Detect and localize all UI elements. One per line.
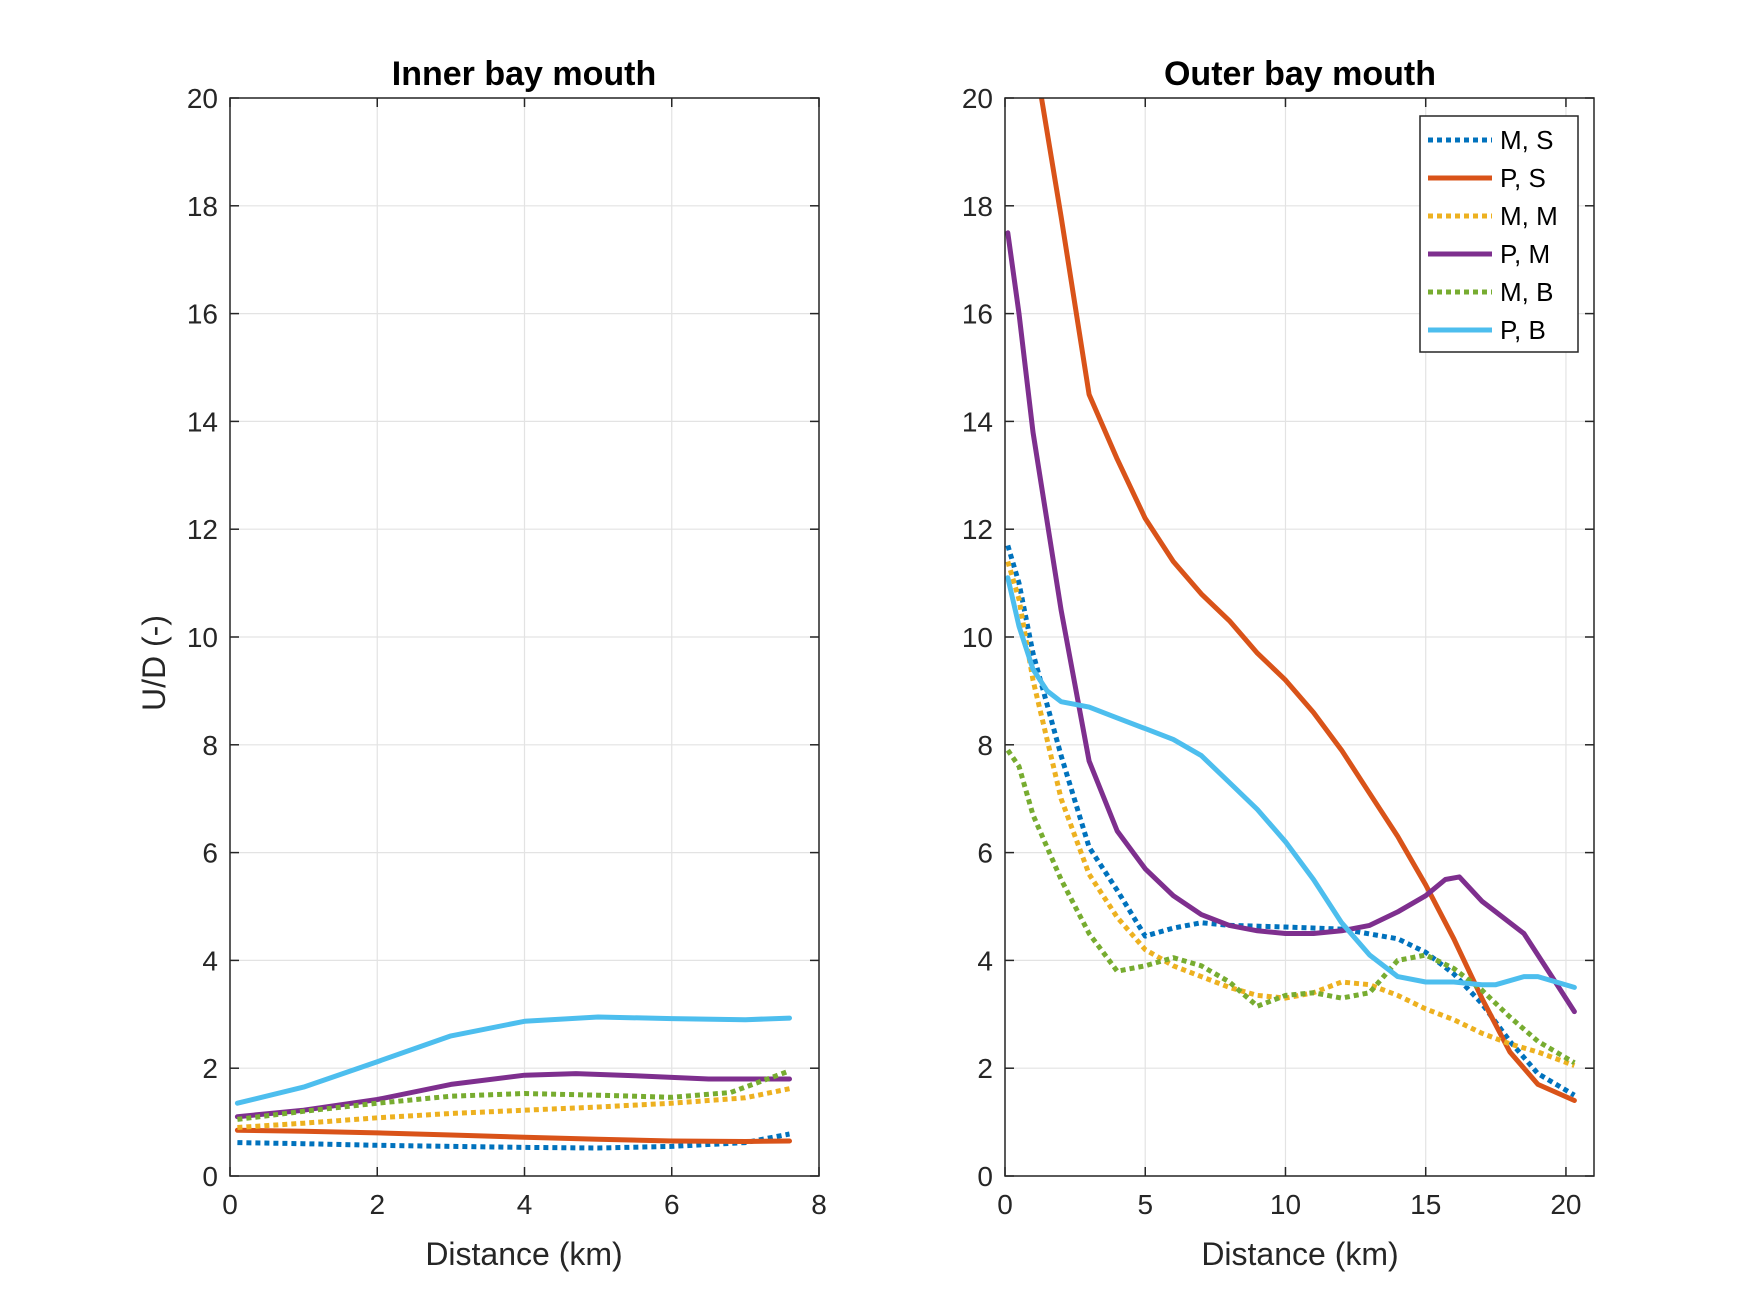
y-tick-label: 6 bbox=[977, 838, 993, 869]
x-tick-label: 4 bbox=[517, 1189, 533, 1220]
legend-label: M, B bbox=[1500, 277, 1553, 307]
plot-area: 0 2 4 6 8 0 2 4 6 8 10 12 14 16 18 20 bbox=[187, 83, 827, 1220]
y-tick-label: 8 bbox=[202, 730, 218, 761]
y-tick-label: 4 bbox=[202, 945, 218, 976]
legend-label: P, B bbox=[1500, 315, 1546, 345]
series-line-m-s bbox=[237, 1131, 790, 1151]
x-axis-label: Distance (km) bbox=[1201, 1236, 1398, 1272]
series-line-p-s bbox=[1039, 98, 1577, 1103]
x-axis-label: Distance (km) bbox=[425, 1236, 622, 1272]
y-tick-label: 10 bbox=[962, 622, 993, 653]
legend-label: M, S bbox=[1500, 125, 1553, 155]
series-line-p-b bbox=[234, 1014, 792, 1106]
series-line-p-b bbox=[1005, 575, 1577, 990]
y-axis-label: U/D (-) bbox=[136, 615, 172, 711]
x-tick-label: 0 bbox=[997, 1189, 1013, 1220]
legend-box bbox=[1419, 115, 1579, 353]
chart-title: Outer bay mouth bbox=[1164, 55, 1436, 93]
y-tick-label: 16 bbox=[962, 299, 993, 330]
y-tick-label: 8 bbox=[977, 730, 993, 761]
y-tick-label: 20 bbox=[187, 83, 218, 114]
series-group bbox=[234, 1014, 792, 1151]
legend-label: P, M bbox=[1500, 239, 1550, 269]
y-tick-label: 2 bbox=[977, 1053, 993, 1084]
chart-outer-bay-mouth: Outer bay mouth 0 5 10 15 20 0 2 4 6 8 10 12 14 16 18 2… bbox=[962, 55, 1595, 1272]
y-tick-label: 14 bbox=[187, 406, 218, 437]
series-line-m-b bbox=[1005, 748, 1576, 1065]
y-tick-label: 12 bbox=[962, 514, 993, 545]
y-tick-label: 16 bbox=[187, 299, 218, 330]
series-line-p-m bbox=[1005, 230, 1577, 1015]
x-tick-label: 5 bbox=[1137, 1189, 1153, 1220]
x-tick-label: 20 bbox=[1550, 1189, 1581, 1220]
y-tick-label: 10 bbox=[187, 622, 218, 653]
y-tick-label: 0 bbox=[202, 1161, 218, 1192]
x-tick-label: 8 bbox=[811, 1189, 827, 1220]
series-line-m-s bbox=[1005, 544, 1576, 1098]
y-tick-label: 12 bbox=[187, 514, 218, 545]
y-tick-label: 0 bbox=[977, 1161, 993, 1192]
x-tick-label: 0 bbox=[222, 1189, 238, 1220]
chart-title: Inner bay mouth bbox=[392, 55, 656, 93]
y-tick-label: 2 bbox=[202, 1053, 218, 1084]
legend-label: P, S bbox=[1500, 163, 1546, 193]
x-tick-label: 15 bbox=[1410, 1189, 1441, 1220]
x-tick-label: 10 bbox=[1270, 1189, 1301, 1220]
series-line-m-m bbox=[237, 1086, 791, 1130]
series-group bbox=[1005, 98, 1577, 1103]
legend-label: M, M bbox=[1500, 201, 1558, 231]
series-line-m-m bbox=[1005, 560, 1576, 1068]
series-line-p-s bbox=[234, 1127, 792, 1144]
y-tick-label: 18 bbox=[962, 191, 993, 222]
y-tick-label: 14 bbox=[962, 406, 993, 437]
x-tick-label: 2 bbox=[369, 1189, 385, 1220]
y-tick-label: 20 bbox=[962, 83, 993, 114]
y-tick-label: 4 bbox=[977, 945, 993, 976]
series-line-m-b bbox=[237, 1068, 791, 1122]
y-tick-label: 6 bbox=[202, 838, 218, 869]
legend: M, S P, S M, M P, M M, B P, B bbox=[1419, 115, 1579, 353]
x-tick-label: 6 bbox=[664, 1189, 680, 1220]
y-tick-label: 18 bbox=[187, 191, 218, 222]
chart-inner-bay-mouth: Inner bay mouth 0 2 4 6 8 0 2 4 6 8 10 12 14 16 18 20 D… bbox=[136, 55, 827, 1272]
